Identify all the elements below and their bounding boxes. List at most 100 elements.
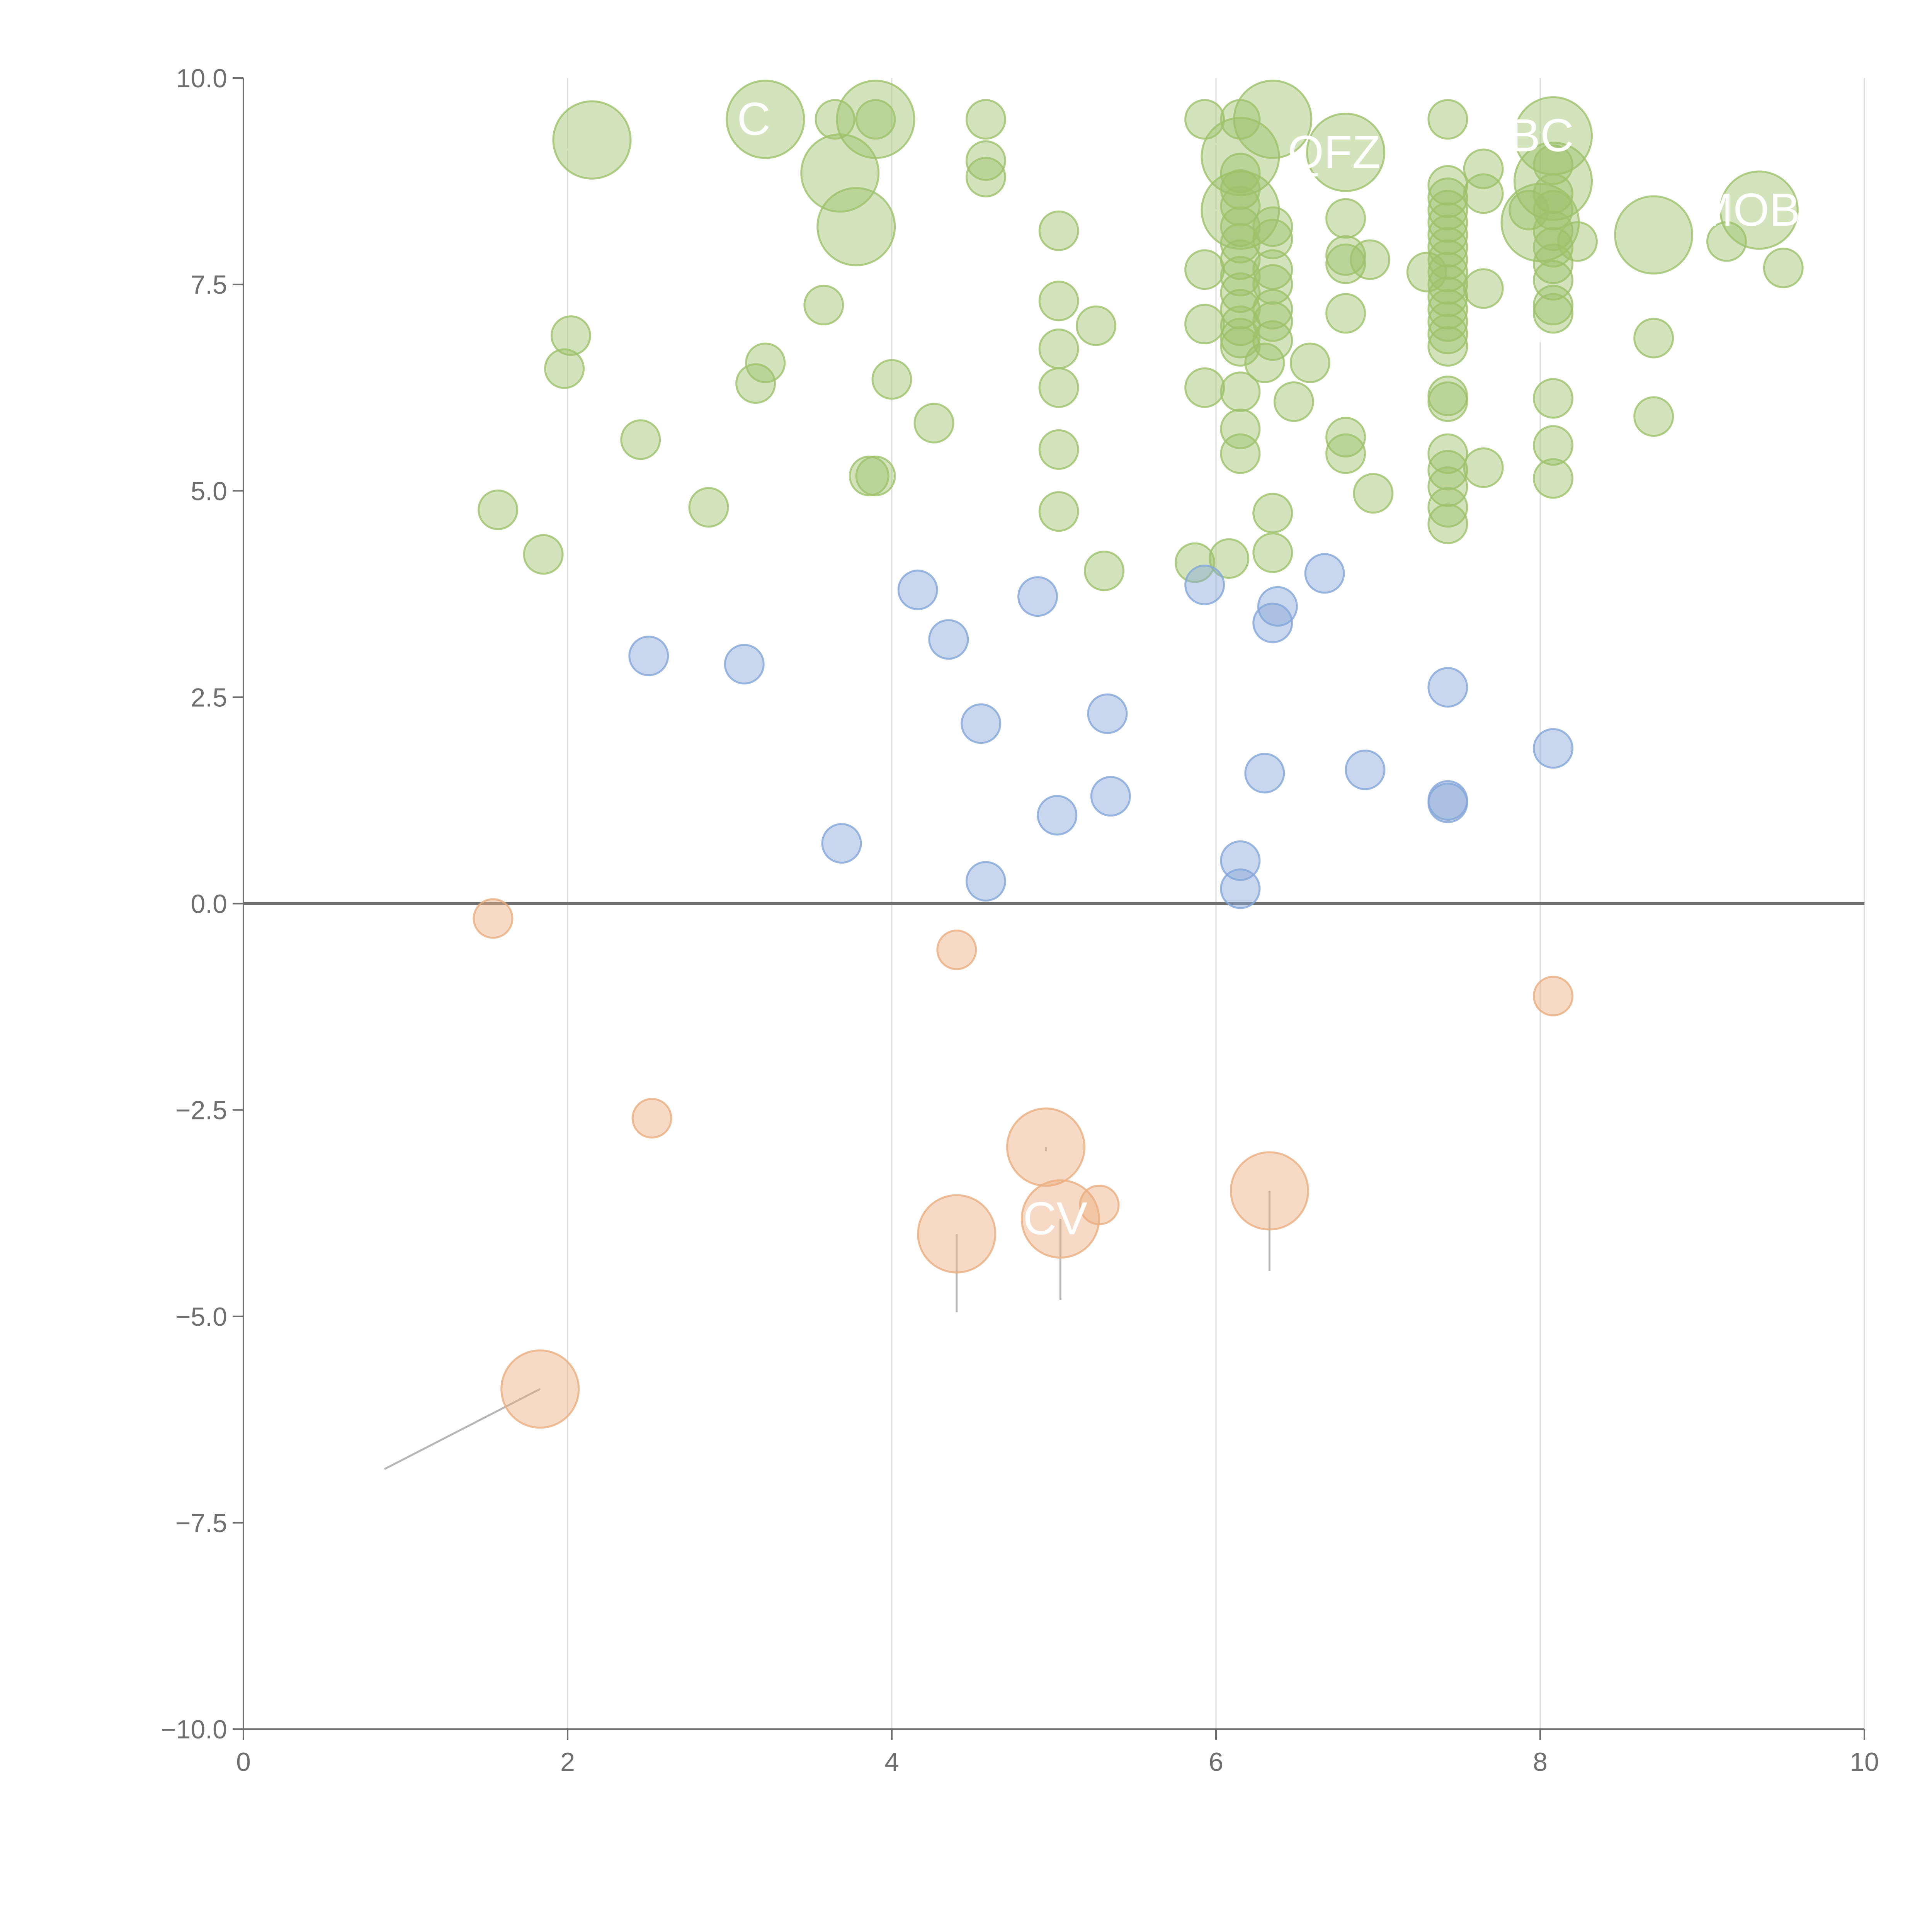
data-point (1184, 367, 1225, 408)
x-tick-label: 6 (1209, 1747, 1223, 1777)
data-point (897, 570, 938, 611)
data-point (1038, 281, 1079, 321)
data-point (1533, 260, 1574, 301)
data-point (1427, 301, 1468, 342)
point-label: ICV (1010, 1193, 1087, 1245)
leader-line (1313, 127, 1347, 153)
x-tick-label: 0 (236, 1747, 251, 1777)
data-point (800, 133, 880, 213)
y-tick-label: 10.0 (176, 64, 227, 93)
data-point (1184, 99, 1225, 140)
data-point (1209, 538, 1250, 579)
data-point (1220, 206, 1261, 247)
data-point (1220, 272, 1261, 313)
data-point (917, 1194, 997, 1274)
point-labels: C QFZ BC MOB ICV (737, 93, 1800, 1245)
data-point (1252, 219, 1293, 260)
data-point (473, 898, 514, 939)
y-tick-label: 7.5 (190, 270, 227, 299)
leader-line (697, 118, 766, 137)
data-point (1763, 247, 1804, 288)
data-point (1220, 305, 1261, 346)
axes: −10.0 −7.5 −5.0 −2.5 0.0 2.5 5.0 7.5 10.0 0 2 4 6 8 10 (161, 64, 1879, 1777)
data-point (1533, 210, 1574, 251)
data-point (1220, 318, 1261, 359)
data-point (1273, 381, 1314, 422)
data-point (1252, 249, 1293, 290)
data-point (1220, 223, 1261, 264)
data-point (1633, 318, 1674, 359)
data-point (500, 1349, 580, 1429)
point-label: QFZ (1288, 126, 1381, 178)
data-point (1017, 576, 1058, 617)
data-point (965, 140, 1006, 181)
data-point (1533, 285, 1574, 326)
data-point (631, 1098, 672, 1139)
y-tick-label: −10.0 (161, 1715, 227, 1744)
data-point (745, 342, 786, 383)
data-point (1427, 264, 1468, 305)
data-point (1076, 305, 1117, 346)
data-point (1038, 429, 1079, 470)
data-point (1427, 289, 1468, 330)
data-point (1220, 99, 1261, 140)
data-point (1220, 153, 1261, 194)
data-point (1427, 326, 1468, 367)
data-point (1325, 293, 1366, 334)
data-point (628, 636, 669, 677)
data-point (961, 703, 1002, 744)
y-tick-label: −7.5 (175, 1509, 227, 1538)
data-point (965, 156, 1006, 197)
leader-line (1702, 209, 1759, 216)
data-point (1633, 396, 1674, 437)
data-point (1038, 210, 1079, 251)
data-point (1427, 487, 1468, 528)
data-point (1533, 190, 1574, 231)
data-point (1220, 185, 1261, 226)
data-point (855, 456, 896, 497)
data-point (550, 315, 591, 356)
data-point (1706, 221, 1747, 262)
data-point (816, 187, 896, 267)
data-point (1090, 776, 1131, 817)
leader-line (842, 226, 857, 277)
data-point (1257, 586, 1298, 627)
data-point (1557, 221, 1598, 262)
data-point (1289, 342, 1330, 383)
leader-line (384, 1388, 541, 1470)
data-point (1038, 367, 1079, 408)
data-point (1427, 782, 1468, 823)
point-label: BC (1509, 110, 1574, 162)
data-point (1020, 1179, 1100, 1259)
data-point (1427, 202, 1468, 243)
data-point (1463, 268, 1504, 309)
data-point (1038, 491, 1079, 532)
data-point (726, 80, 805, 159)
data-point (1427, 276, 1468, 317)
data-point (965, 861, 1006, 902)
data-point (1220, 433, 1261, 474)
data-point (1427, 165, 1468, 206)
data-point (544, 348, 585, 389)
data-point (815, 99, 855, 140)
data-point (735, 363, 776, 404)
data-point (1184, 565, 1225, 605)
data-point (803, 285, 844, 326)
data-point (1084, 550, 1125, 591)
data-point (821, 823, 862, 864)
data-point (552, 100, 632, 180)
data-point (1509, 190, 1549, 231)
data-point (1427, 177, 1468, 218)
data-point (1220, 256, 1261, 297)
data-point (478, 489, 519, 530)
x-tick-label: 10 (1850, 1747, 1879, 1777)
y-tick-label: 2.5 (190, 683, 227, 712)
data-point (1244, 342, 1285, 383)
data-point (1087, 693, 1128, 734)
y-tick-label: −5.0 (175, 1302, 227, 1332)
data-point (1427, 190, 1468, 231)
leader-line (1653, 235, 1663, 268)
data-point (1463, 148, 1504, 189)
data-point (1533, 378, 1574, 419)
